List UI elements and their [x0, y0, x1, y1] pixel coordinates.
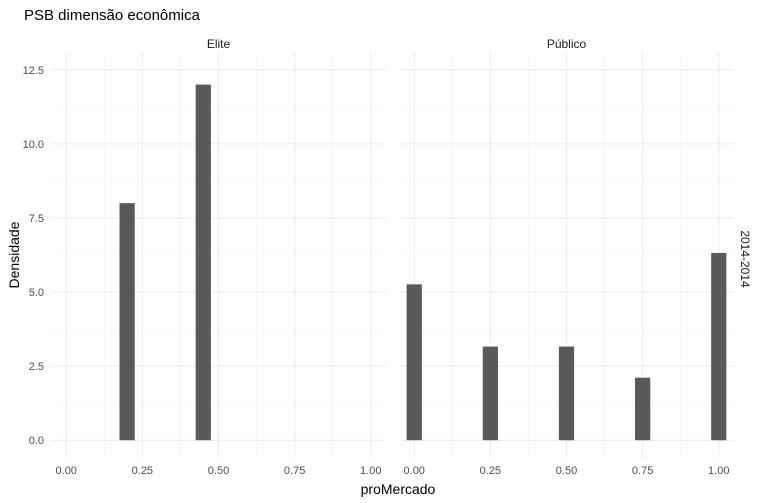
x-axis-title: proMercado — [361, 481, 436, 497]
x-tick-label: 0.25 — [132, 465, 153, 477]
bar — [635, 377, 651, 441]
chart-title: PSB dimensão econômica — [24, 7, 201, 24]
panel-2: Público 0.00 0.25 0.50 0.75 1.00 — [399, 37, 734, 477]
bar — [558, 346, 575, 441]
x-tick-label: 0.75 — [284, 465, 305, 477]
y-axis: 0.0 2.5 5.0 7.5 10.0 12.5 — [23, 65, 44, 447]
x-tick-label: 0.00 — [404, 465, 425, 477]
bar — [195, 84, 211, 441]
bar — [711, 252, 727, 441]
x-tick-label: 1.00 — [708, 465, 729, 477]
y-tick-label: 12.5 — [23, 65, 44, 77]
y-tick-label: 7.5 — [29, 213, 44, 225]
facet-strip-label: Público — [547, 37, 587, 51]
y-tick-label: 0.0 — [29, 435, 44, 447]
y-tick-label: 2.5 — [29, 361, 44, 373]
bar — [482, 346, 498, 441]
x-tick-label: 0.50 — [208, 465, 229, 477]
panels: Elite 0.00 0.25 0.50 0.75 1.00 Público 0.00 0.25… — [51, 37, 734, 477]
x-tick-label: 1.00 — [360, 465, 381, 477]
facet-strip-label: Elite — [207, 37, 231, 51]
bar — [406, 284, 422, 441]
panel-1: Elite 0.00 0.25 0.50 0.75 1.00 — [51, 37, 386, 477]
x-tick-label: 0.25 — [480, 465, 501, 477]
bar — [119, 203, 135, 441]
x-tick-label: 0.75 — [632, 465, 653, 477]
y-tick-label: 10.0 — [23, 139, 44, 151]
x-tick-label: 0.50 — [556, 465, 577, 477]
x-tick-label: 0.00 — [56, 465, 77, 477]
y-axis-title: Densidade — [6, 221, 22, 288]
y-tick-label: 5.0 — [29, 287, 44, 299]
row-strip-label: 2014-2014 — [738, 230, 752, 288]
